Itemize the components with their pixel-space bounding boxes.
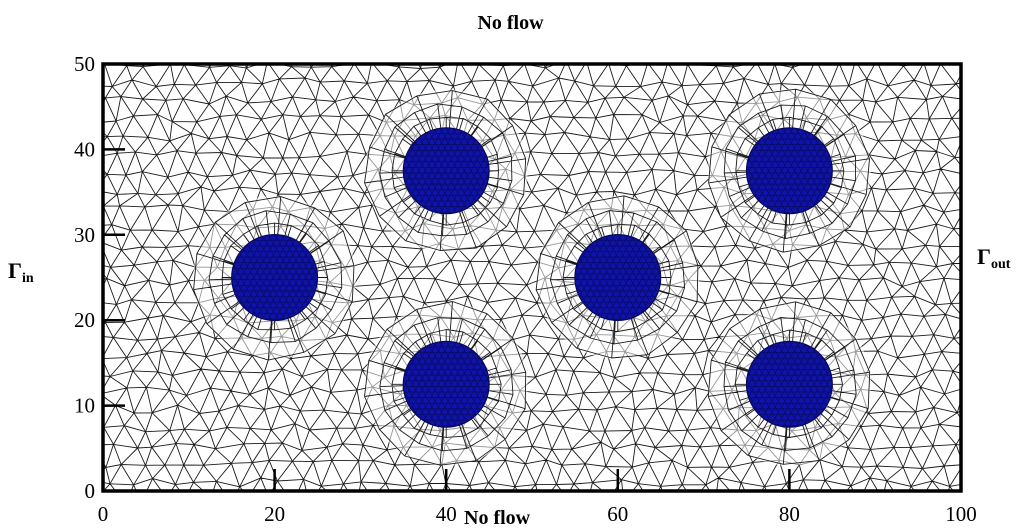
outlet-boundary-label: Γout <box>977 244 1010 273</box>
refinement-ring-mesh <box>707 301 871 465</box>
x-tick-label: 100 <box>945 502 977 526</box>
obstacle-inner-mesh <box>231 234 318 321</box>
x-tick-label: 60 <box>607 502 628 526</box>
x-tick-label: 80 <box>779 502 800 526</box>
y-tick-label: 40 <box>74 137 95 161</box>
obstacle-inner-mesh <box>746 127 833 214</box>
domain-frame <box>101 62 963 493</box>
refinement-ring-mesh <box>193 196 355 361</box>
inlet-subscript: in <box>22 271 34 286</box>
y-tick-label: 50 <box>74 52 95 76</box>
axis-ticks: 0 20 40 60 80 100 0 10 20 30 40 50 <box>74 52 977 526</box>
refinement-ring-mesh <box>364 301 527 466</box>
y-tick-label: 20 <box>74 308 95 332</box>
obstacle-inner-mesh <box>403 127 490 214</box>
y-tick-label: 0 <box>85 479 96 503</box>
refinement-ring-mesh <box>708 88 870 253</box>
top-boundary-label: No flow <box>477 12 544 34</box>
obstacle-inner-mesh <box>746 341 833 428</box>
x-tick-label: 40 <box>436 502 457 526</box>
inlet-boundary-label: Γin <box>8 258 34 287</box>
refinement-ring-mesh <box>535 195 699 359</box>
y-tick-label: 10 <box>74 394 95 418</box>
outlet-subscript: out <box>991 257 1011 272</box>
x-tick-label: 20 <box>264 502 285 526</box>
refinement-ring-mesh <box>364 90 527 251</box>
triangular-mesh <box>103 64 961 491</box>
y-tick-label: 30 <box>74 223 95 247</box>
inlet-symbol: Γ <box>8 258 22 283</box>
bottom-boundary-label: No flow <box>464 507 531 529</box>
outlet-symbol: Γ <box>977 244 991 269</box>
obstacles-group <box>231 127 833 428</box>
obstacle-inner-mesh <box>574 234 661 321</box>
x-tick-label: 0 <box>98 502 109 526</box>
obstacle-inner-mesh <box>403 341 490 428</box>
